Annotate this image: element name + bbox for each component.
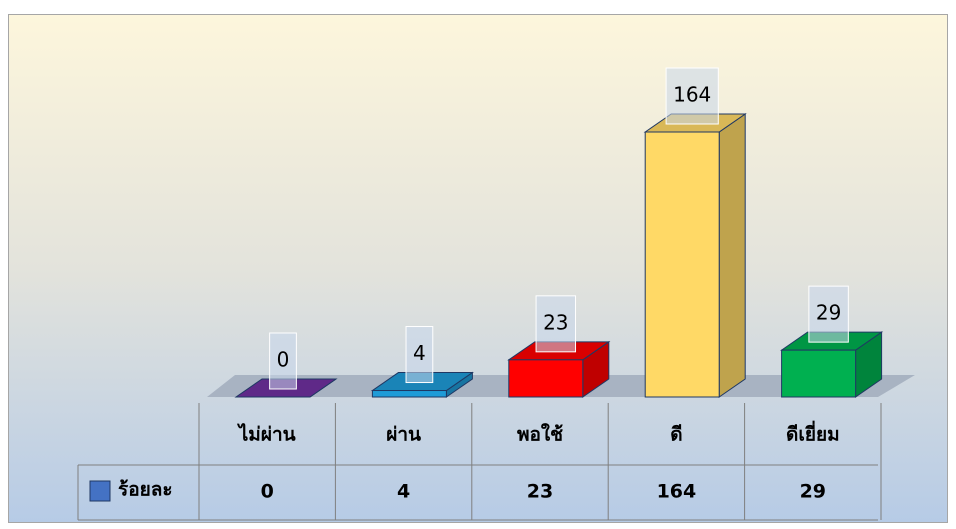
bar <box>508 359 584 398</box>
chart-area <box>8 14 948 523</box>
data-label-box <box>535 295 577 353</box>
x-tick-label: ไม่ผ่าน <box>237 423 296 446</box>
data-label-box <box>808 285 849 343</box>
bar-side <box>718 113 746 398</box>
legend-swatch <box>89 480 111 502</box>
x-tick-label: ผ่าน <box>386 424 421 446</box>
data-label-box <box>405 326 434 384</box>
legend-label: ร้อยละ <box>118 479 173 501</box>
data-label-box <box>269 332 297 390</box>
table-value: 0 <box>261 481 274 503</box>
x-tick-label: ดี <box>670 424 682 446</box>
data-label: 23 <box>543 310 568 334</box>
table-value: 29 <box>800 481 826 503</box>
bar <box>371 390 447 398</box>
bar <box>781 349 857 398</box>
table-value: 23 <box>527 481 553 503</box>
table-value: 164 <box>657 481 697 503</box>
data-label: 4 <box>413 341 426 365</box>
data-label: 164 <box>673 83 711 107</box>
data-label: 0 <box>277 348 290 372</box>
x-tick-label: ดีเยี่ยม <box>786 421 840 446</box>
bar <box>644 131 720 398</box>
data-table <box>77 403 882 521</box>
data-label-box <box>665 67 719 125</box>
data-label: 29 <box>816 301 841 325</box>
table-value: 4 <box>397 481 410 503</box>
x-tick-label: พอใช้ <box>517 423 563 446</box>
